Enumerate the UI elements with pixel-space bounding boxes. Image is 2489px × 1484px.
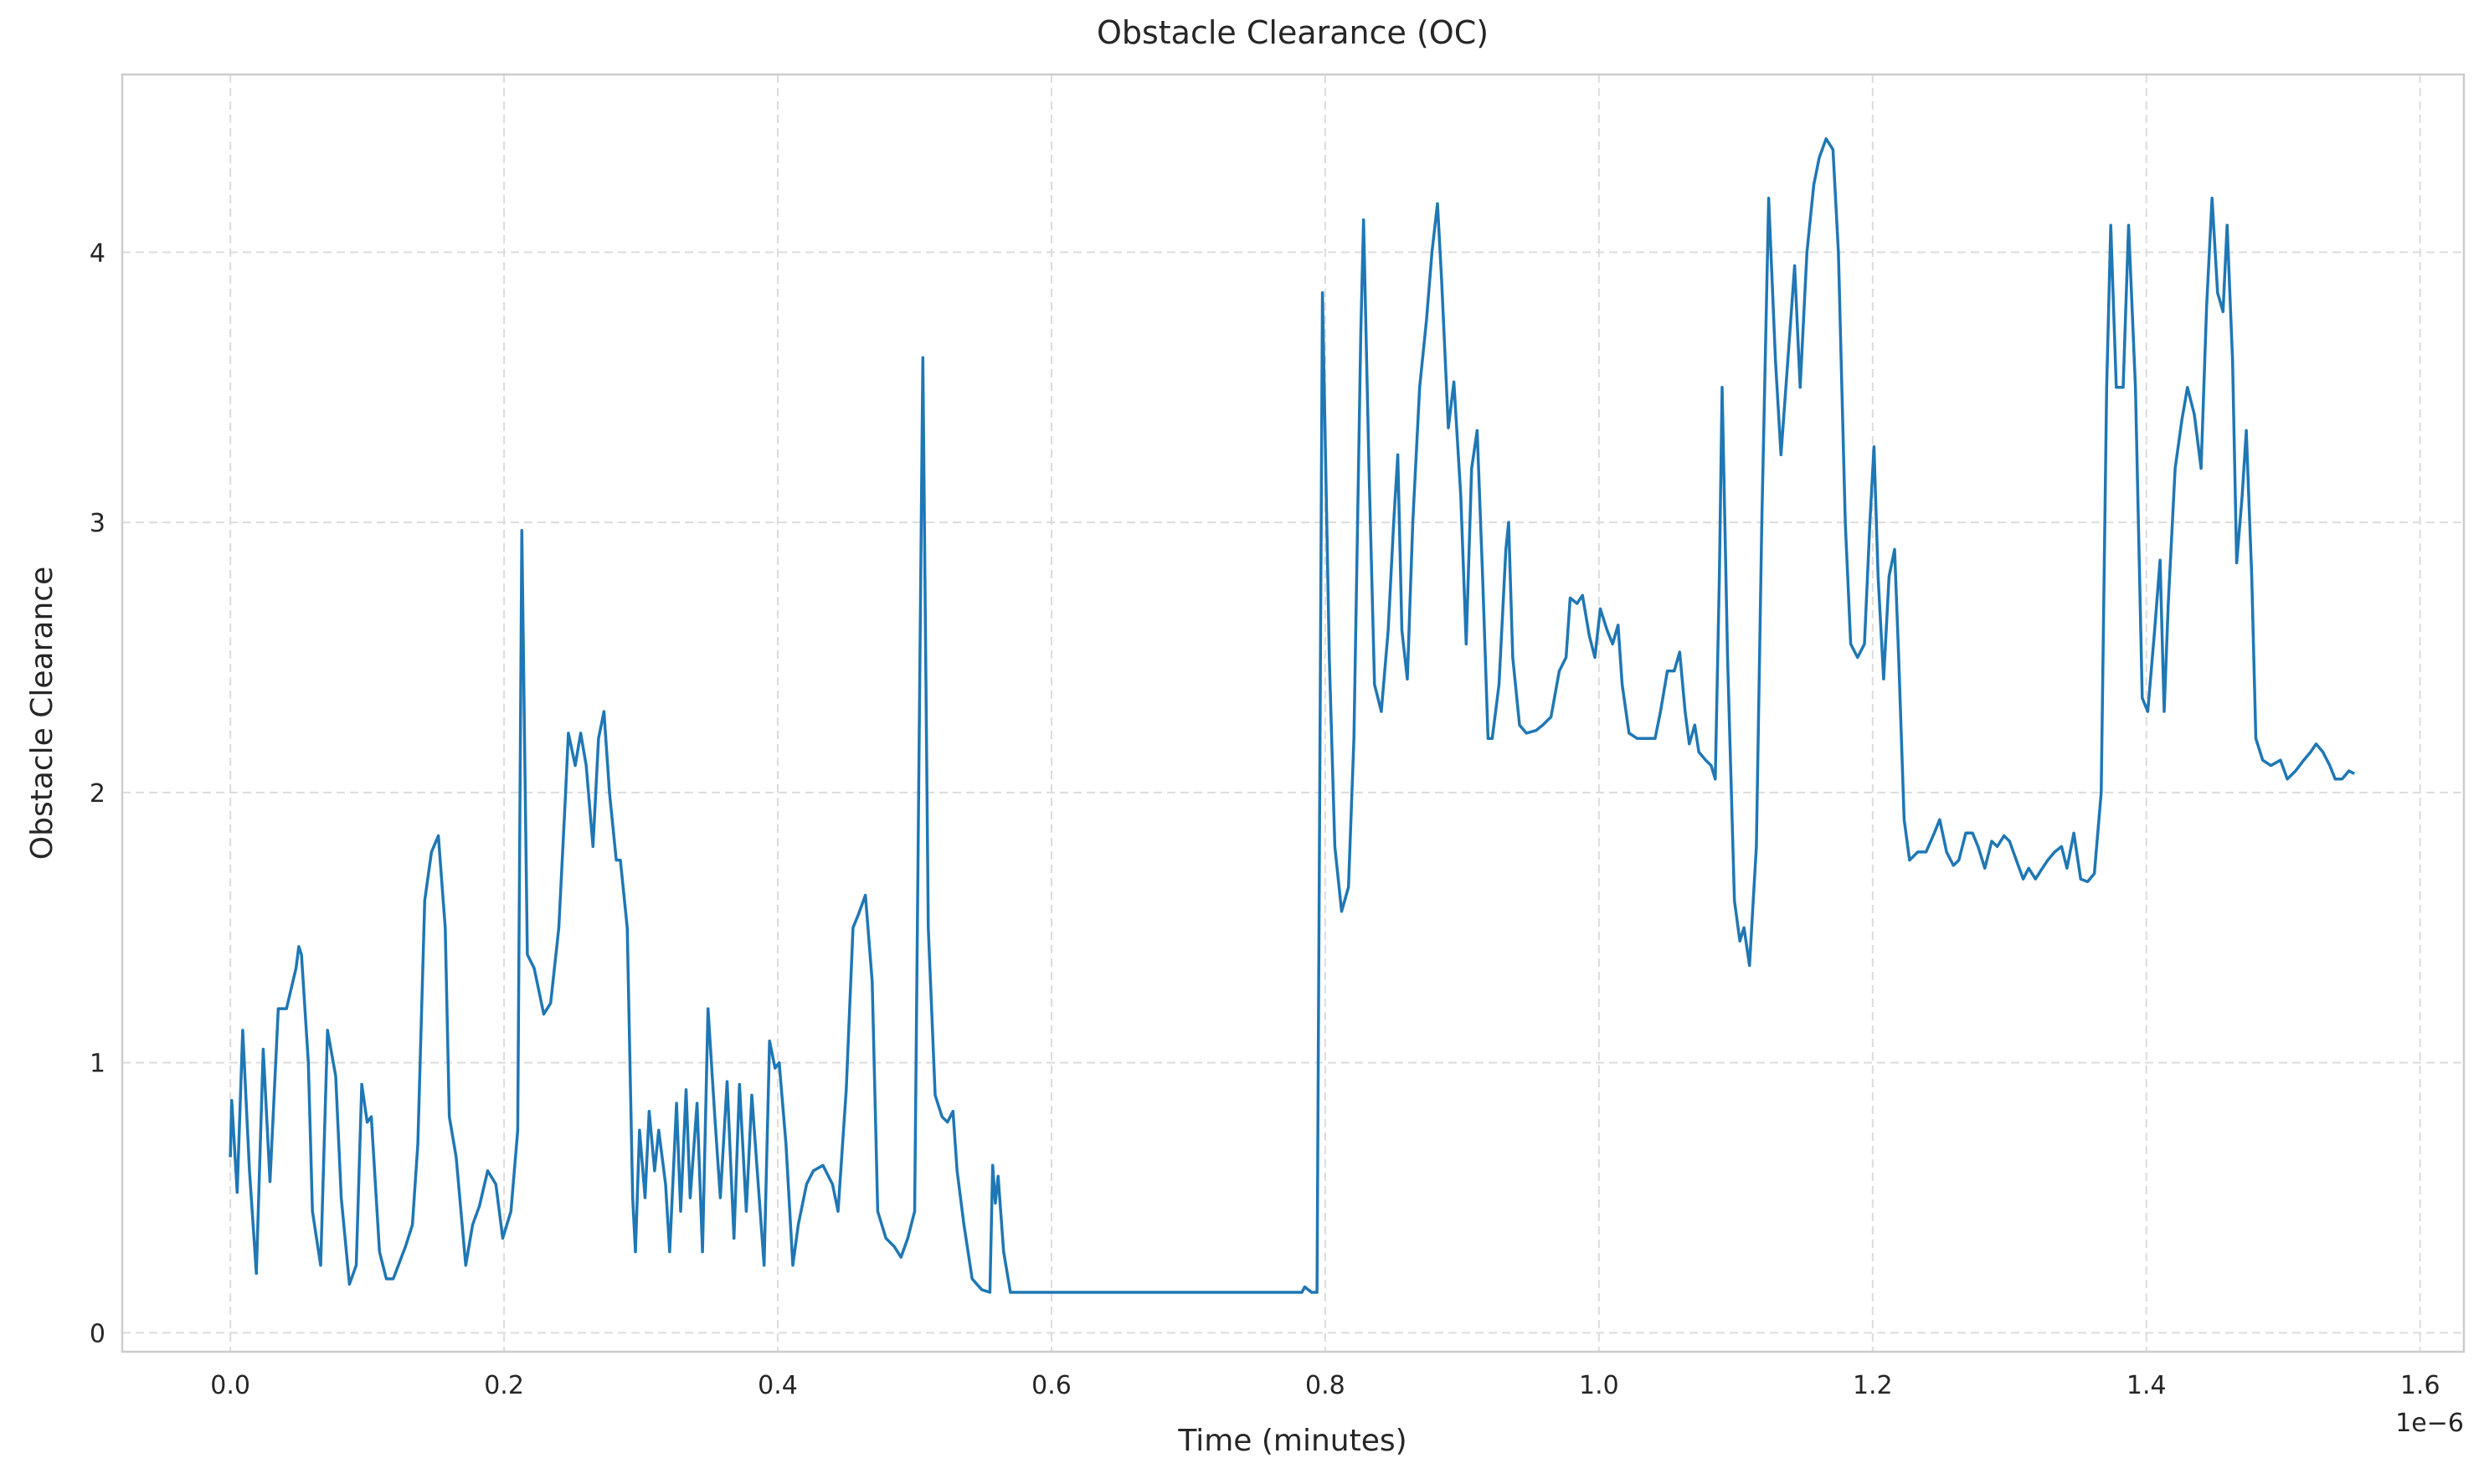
chart-title: Obstacle Clearance (OC) [1097, 14, 1489, 51]
y-axis-label: Obstacle Clearance [25, 567, 59, 860]
x-tick-label: 0.2 [484, 1371, 524, 1400]
x-tick-label: 1.6 [2400, 1371, 2440, 1400]
y-tick-label: 2 [90, 779, 105, 809]
y-tick-label: 1 [90, 1050, 105, 1079]
x-tick-label: 1.0 [1579, 1371, 1619, 1400]
x-tick-label: 1.2 [1853, 1371, 1893, 1400]
y-tick-label: 3 [90, 509, 105, 538]
x-tick-label: 0.6 [1031, 1371, 1072, 1400]
x-tick-label: 0.8 [1305, 1371, 1345, 1400]
y-tick-label: 0 [90, 1319, 105, 1348]
y-tick-label: 4 [90, 239, 105, 268]
x-offset-label: 1e−6 [2395, 1409, 2464, 1438]
plot-frame [121, 73, 2466, 1353]
data-line [229, 137, 2355, 1294]
x-tick-label: 0.0 [210, 1371, 250, 1400]
x-tick-label: 1.4 [2126, 1371, 2167, 1400]
x-axis-label: Time (minutes) [1177, 1424, 1406, 1458]
x-tick-label: 0.4 [758, 1371, 798, 1400]
